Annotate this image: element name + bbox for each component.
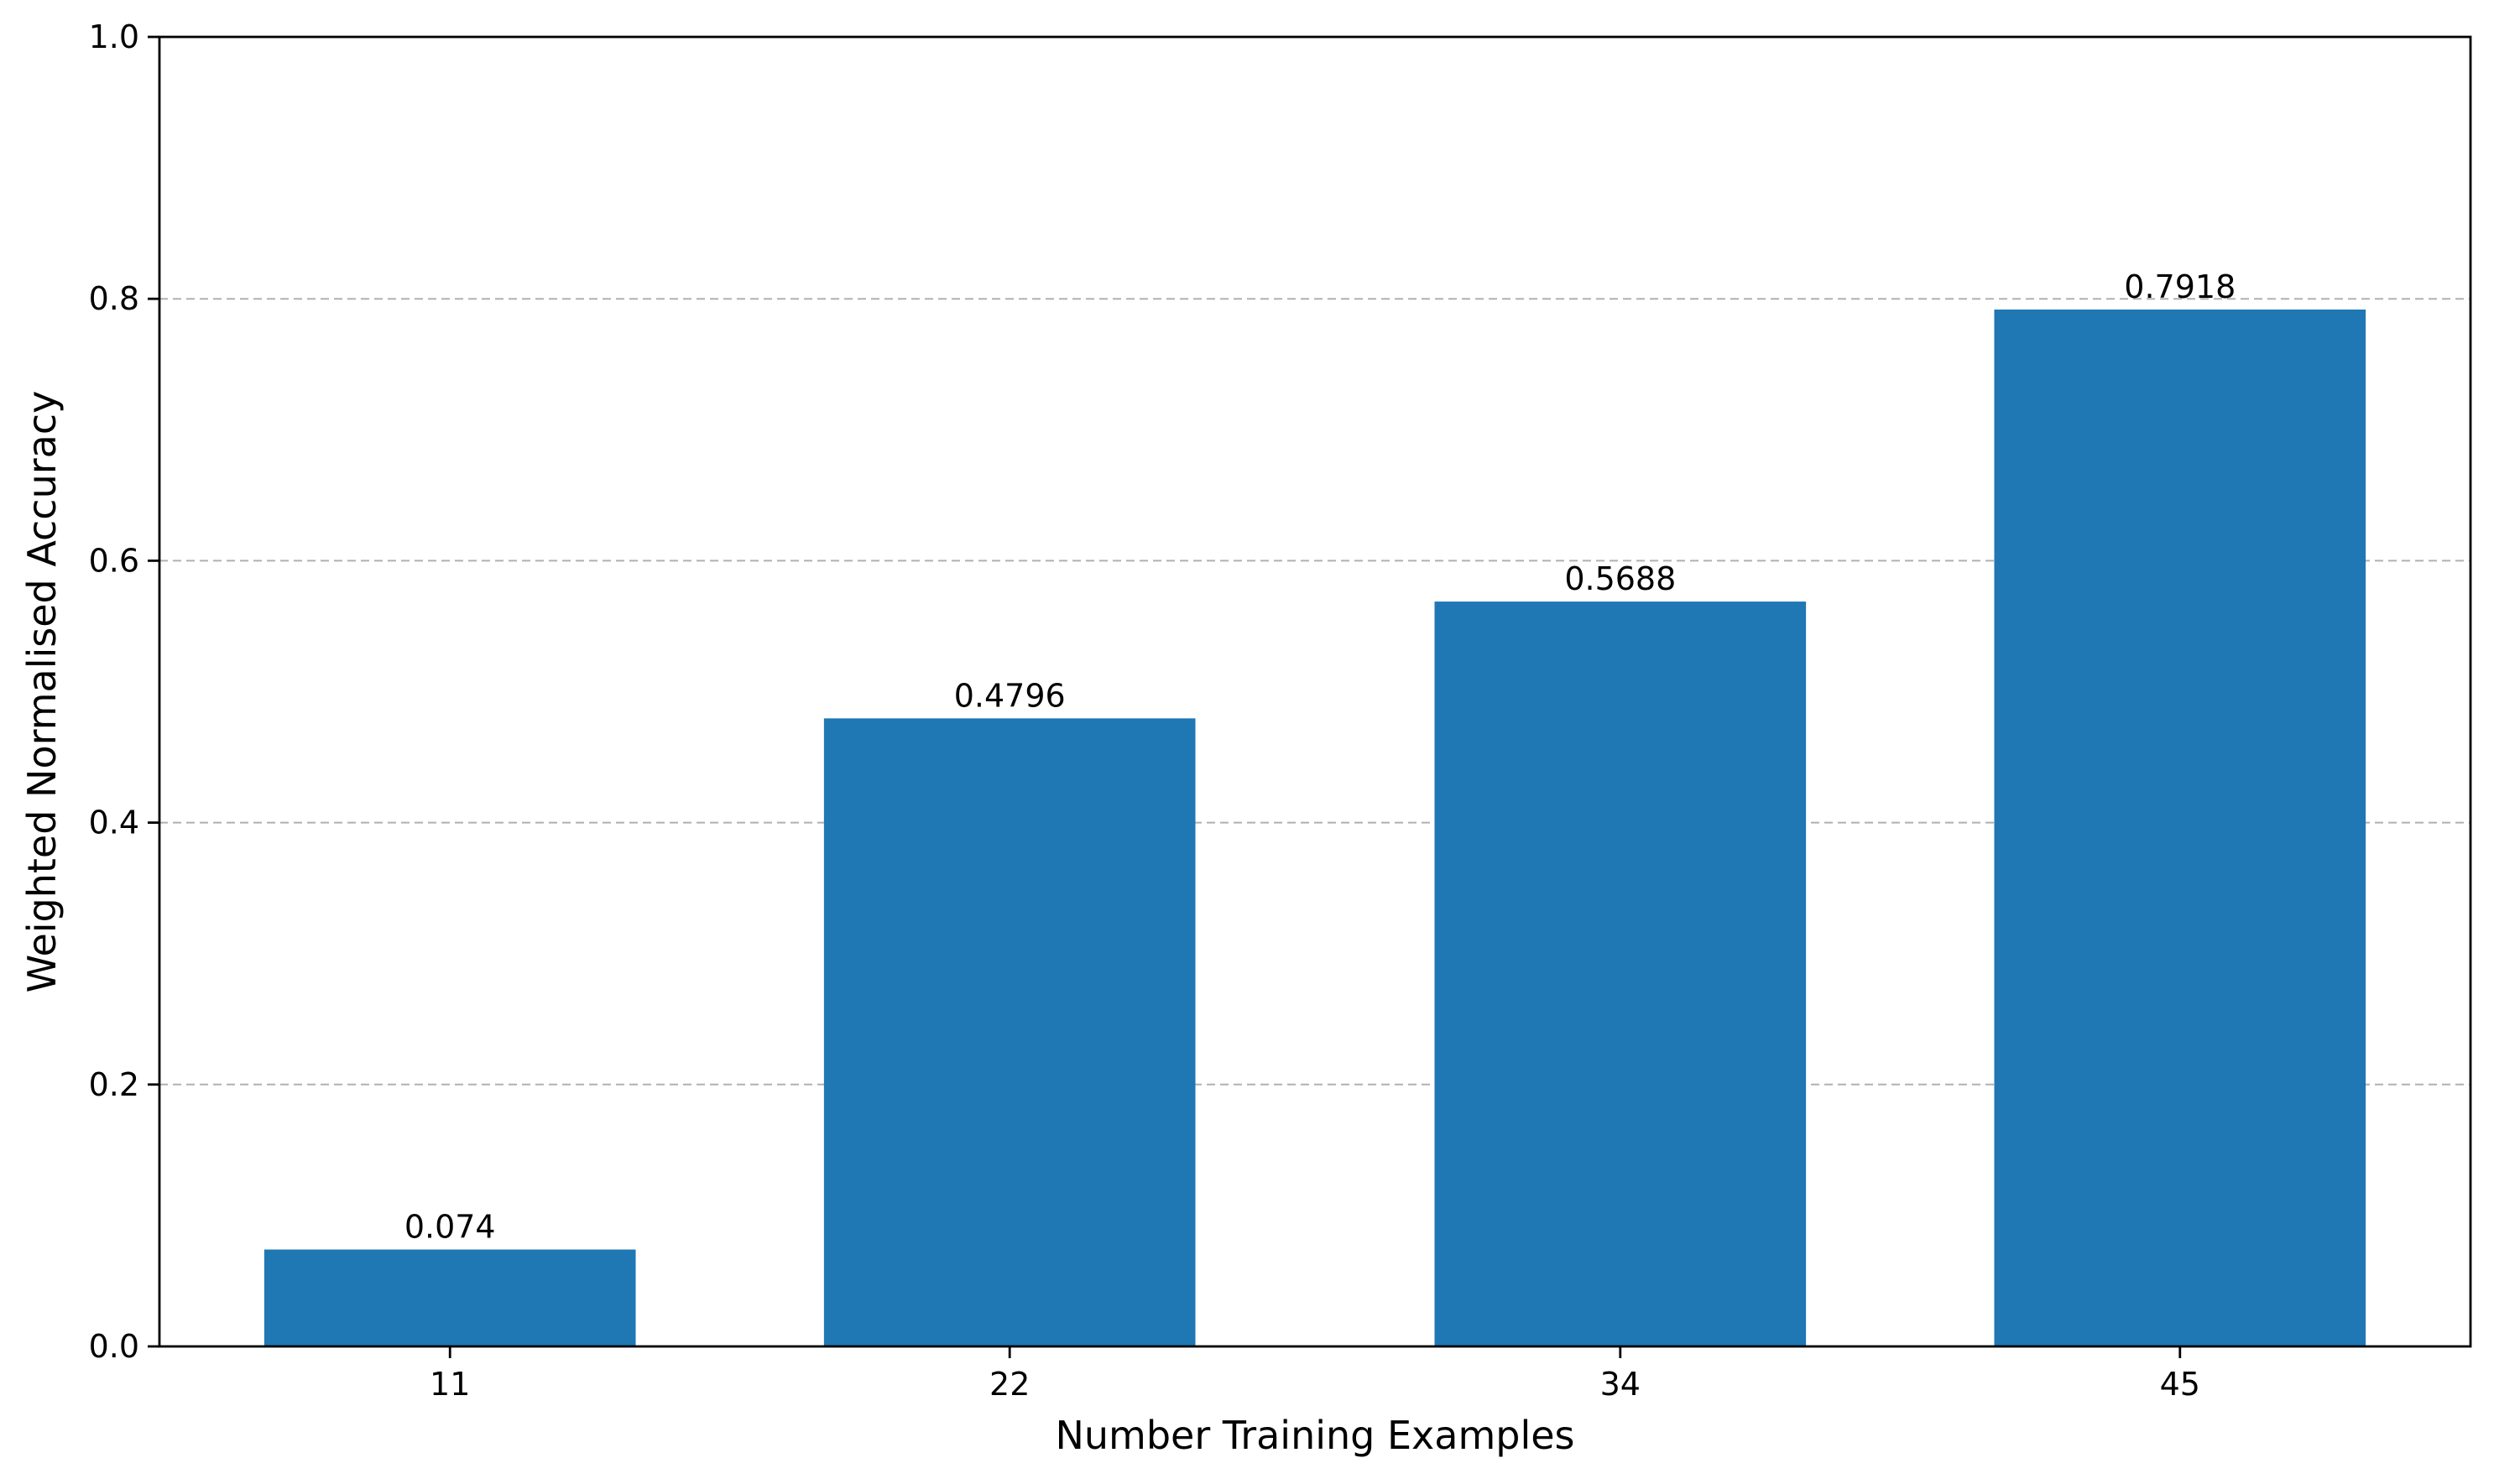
bar-value-label: 0.4796	[954, 677, 1066, 714]
bars	[263, 310, 2366, 1346]
y-tick-label: 1.0	[89, 18, 139, 55]
y-tick-label: 0.4	[89, 804, 139, 841]
bar	[263, 1249, 636, 1346]
bar	[1434, 601, 1807, 1346]
x-tick-label: 45	[2160, 1366, 2200, 1403]
y-axis-title: Weighted Normalised Accuracy	[19, 391, 65, 993]
y-tick-label: 0.6	[89, 542, 139, 579]
x-axis-title: Number Training Examples	[1055, 1413, 1574, 1458]
plot-frame	[158, 35, 2472, 1348]
y-tick-label: 0.2	[89, 1066, 139, 1103]
bar	[823, 718, 1196, 1346]
x-tick-label: 34	[1600, 1366, 1641, 1403]
x-axis-ticks: 11 22 34 45	[430, 1346, 2200, 1403]
x-tick-label: 11	[430, 1366, 470, 1403]
bar-value-label: 0.5688	[1564, 560, 1676, 597]
y-tick-label: 0.0	[89, 1328, 139, 1365]
x-tick-label: 22	[989, 1366, 1030, 1403]
y-tick-label: 0.8	[89, 280, 139, 317]
bar	[1994, 310, 2366, 1346]
y-axis-ticks: 0.0 0.2 0.4 0.6 0.8 1.0	[89, 18, 159, 1365]
bar-value-labels: 0.074 0.4796 0.5688 0.7918	[404, 268, 2236, 1245]
bar-value-label: 0.7918	[2124, 268, 2236, 305]
bar-value-label: 0.074	[404, 1208, 496, 1245]
